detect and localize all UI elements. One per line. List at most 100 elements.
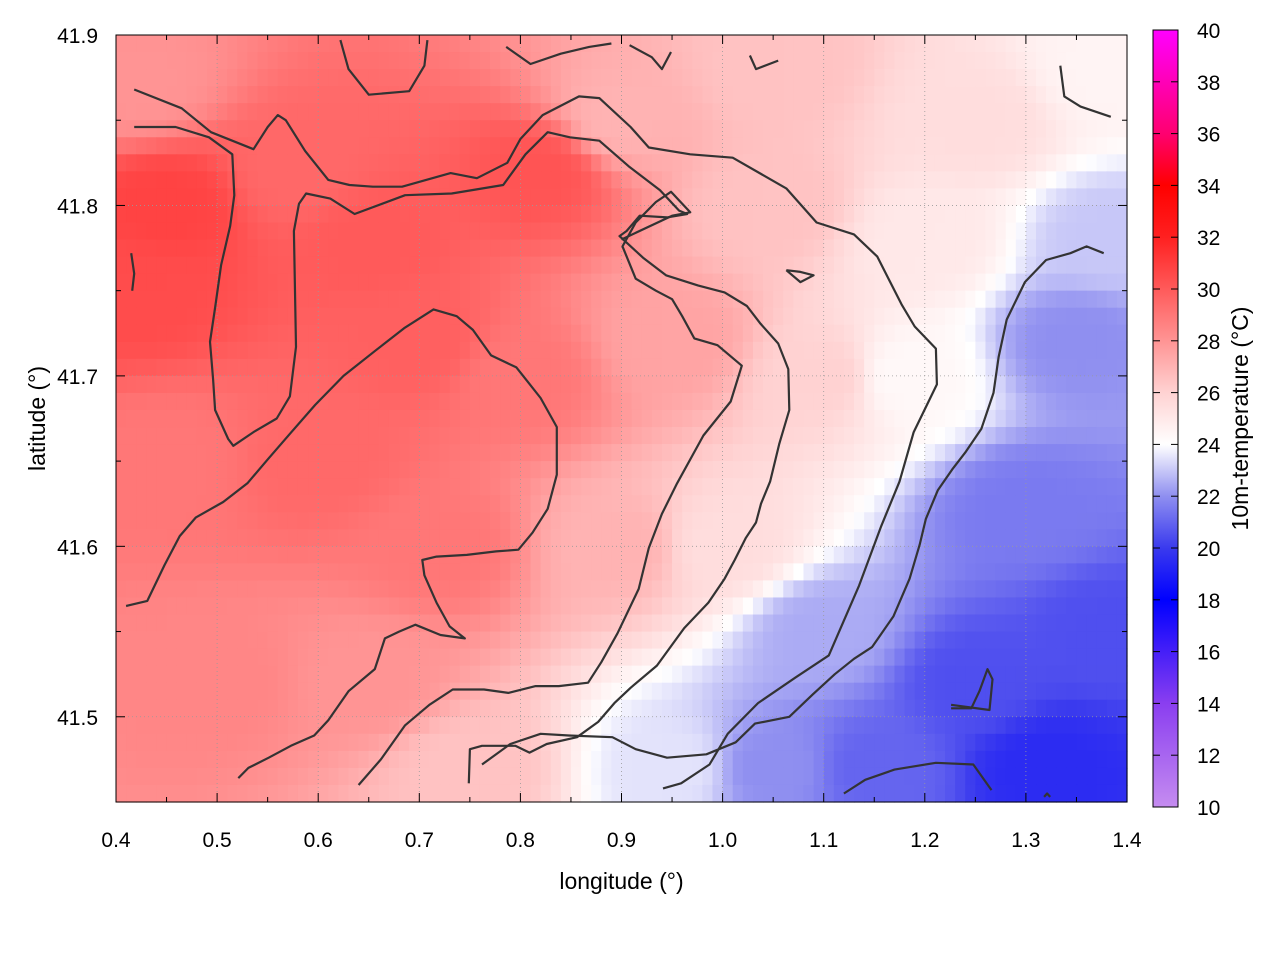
heatmap-cell [995, 154, 1007, 172]
heatmap-cell [773, 461, 784, 479]
heatmap-cell [409, 103, 420, 121]
heatmap-cell [308, 358, 319, 377]
heatmap-cell [1076, 392, 1088, 411]
heatmap-cell [227, 137, 238, 155]
heatmap-cell [388, 784, 400, 803]
heatmap-cell [287, 699, 299, 718]
heatmap-cell [530, 478, 542, 496]
heatmap-cell [550, 86, 562, 104]
heatmap-cell [611, 495, 623, 513]
heatmap-cell [348, 120, 360, 138]
heatmap-cell [378, 375, 390, 394]
heatmap-cell [945, 409, 956, 428]
heatmap-cell [965, 239, 976, 258]
heatmap-cell [1116, 597, 1128, 616]
heatmap-cell [621, 699, 633, 718]
heatmap-cell [955, 137, 966, 155]
heatmap-cell [206, 273, 218, 292]
heatmap-cell [833, 171, 845, 189]
heatmap-cell [490, 461, 501, 479]
heatmap-cell [388, 205, 400, 224]
heatmap-cell [934, 597, 946, 616]
heatmap-cell [388, 665, 400, 684]
heatmap-cell [490, 444, 501, 462]
heatmap-cell [712, 478, 724, 496]
heatmap-cell [1046, 784, 1057, 803]
heatmap-cell [975, 69, 987, 87]
heatmap-cell [934, 375, 946, 394]
heatmap-cell [763, 188, 774, 207]
heatmap-cell [449, 461, 461, 479]
heatmap-cell [439, 375, 451, 394]
heatmap-cell [520, 392, 532, 411]
heatmap-cell [985, 375, 997, 394]
heatmap-cell [409, 86, 420, 104]
heatmap-cell [722, 154, 734, 172]
heatmap-cell [277, 512, 289, 530]
heatmap-cell [611, 86, 623, 104]
heatmap-cell [661, 716, 673, 735]
heatmap-cell [823, 409, 835, 428]
heatmap-cell [530, 239, 542, 258]
heatmap-cell [924, 478, 936, 496]
heatmap-cell [368, 324, 380, 343]
heatmap-cell [196, 784, 208, 803]
heatmap-cell [651, 358, 663, 377]
heatmap-cell [672, 495, 683, 513]
heatmap-cell [277, 427, 289, 445]
heatmap-cell [1046, 409, 1057, 428]
heatmap-cell [1015, 392, 1027, 411]
heatmap-cell [813, 563, 825, 582]
heatmap-cell [833, 188, 845, 207]
heatmap-cell [661, 103, 673, 121]
heatmap-cell [166, 682, 178, 701]
heatmap-cell [560, 154, 572, 172]
heatmap-cell [621, 597, 633, 616]
heatmap-cell [874, 222, 885, 241]
contour-line [339, 39, 429, 96]
heatmap-cell [217, 478, 228, 496]
heatmap-cell [419, 239, 431, 258]
heatmap-cell [894, 427, 906, 445]
heatmap-cell [510, 52, 521, 70]
heatmap-cell [864, 767, 875, 786]
heatmap-cell [682, 597, 693, 616]
heatmap-cell [267, 154, 279, 172]
heatmap-cell [560, 188, 572, 207]
heatmap-cell [399, 563, 410, 582]
heatmap-cell [156, 427, 168, 445]
heatmap-cell [813, 120, 825, 138]
heatmap-cell [247, 171, 259, 189]
heatmap-cell [874, 409, 885, 428]
heatmap-cell [1116, 256, 1128, 275]
heatmap-cell [490, 733, 501, 752]
heatmap-cell [904, 120, 916, 138]
heatmap-cell [146, 392, 158, 411]
heatmap-cell [682, 631, 693, 650]
heatmap-cell [854, 784, 865, 803]
heatmap-cell [459, 358, 471, 377]
heatmap-cell [904, 239, 916, 258]
heatmap-cell [864, 52, 875, 70]
heatmap-cell [368, 716, 380, 735]
heatmap-cell [146, 222, 158, 241]
heatmap-cell [661, 409, 673, 428]
heatmap-cell [934, 784, 946, 803]
heatmap-cell [136, 341, 147, 360]
heatmap-cell [378, 341, 390, 360]
heatmap-cell [1096, 512, 1108, 530]
heatmap-cell [864, 103, 875, 121]
heatmap-cell [510, 273, 521, 292]
heatmap-cell [540, 461, 552, 479]
heatmap-cell [560, 103, 572, 121]
heatmap-cell [975, 409, 987, 428]
heatmap-cell [752, 495, 764, 513]
heatmap-cell [833, 427, 845, 445]
heatmap-cell [702, 120, 714, 138]
heatmap-cell [449, 409, 461, 428]
heatmap-cell [854, 733, 865, 752]
heatmap-cell [742, 597, 754, 616]
heatmap-cell [803, 120, 815, 138]
heatmap-cell [479, 495, 491, 513]
